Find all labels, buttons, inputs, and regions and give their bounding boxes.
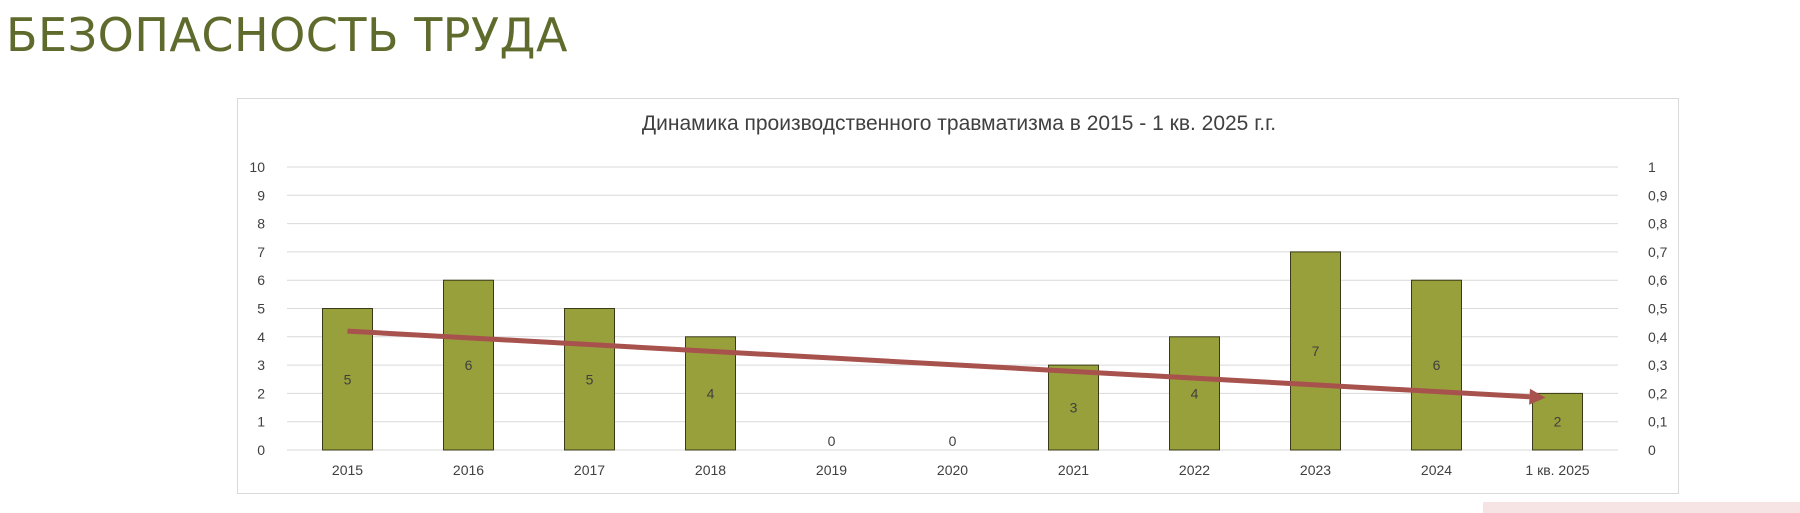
y-axis-right: 0 0,1 0,2 0,3 0,4 0,5 0,6 0,7 0,8 0,9 1 <box>1648 159 1668 458</box>
x-axis: 2015 2016 2017 2018 2019 2020 2021 2022 2023 2024… <box>332 462 1590 478</box>
chart-frame: Динамика производственного травматизма в… <box>237 98 1679 494</box>
data-labels: 5 6 5 4 0 0 3 4 7 6 2 <box>344 343 1562 449</box>
bar <box>1169 336 1220 451</box>
x-tick-label: 2017 <box>574 462 605 478</box>
y2-tick-label: 0,5 <box>1648 301 1668 317</box>
bar <box>443 279 494 451</box>
y-tick-label: 5 <box>257 301 265 317</box>
x-tick-label: 1 кв. 2025 <box>1525 462 1589 478</box>
data-label: 6 <box>1433 357 1441 373</box>
data-label: 4 <box>1191 385 1199 401</box>
y2-tick-label: 0,9 <box>1648 187 1668 203</box>
data-label: 6 <box>465 357 473 373</box>
x-tick-label: 2021 <box>1058 462 1089 478</box>
bar <box>1532 392 1583 451</box>
y-tick-label: 7 <box>257 244 265 260</box>
gridlines <box>287 166 1618 451</box>
data-label: 0 <box>828 433 836 449</box>
trend-arrow-head <box>1529 388 1546 405</box>
data-label: 2 <box>1554 414 1562 430</box>
y2-tick-label: 0,8 <box>1648 216 1668 232</box>
y-tick-label: 4 <box>257 329 265 345</box>
y-tick-label: 3 <box>257 357 265 373</box>
x-tick-label: 2022 <box>1179 462 1210 478</box>
y2-tick-label: 1 <box>1648 159 1656 175</box>
y2-tick-label: 0,7 <box>1648 244 1668 260</box>
data-label: 5 <box>586 371 594 387</box>
data-label: 0 <box>949 433 957 449</box>
y2-tick-label: 0,4 <box>1648 329 1668 345</box>
y2-tick-label: 0,1 <box>1648 414 1668 430</box>
bar <box>1411 279 1462 451</box>
y-tick-label: 0 <box>257 442 265 458</box>
x-tick-label: 2023 <box>1300 462 1331 478</box>
y2-tick-label: 0,3 <box>1648 357 1668 373</box>
injury-dynamics-chart: Динамика производственного травматизма в… <box>249 112 1668 478</box>
y-tick-label: 8 <box>257 216 265 232</box>
data-label: 3 <box>1070 400 1078 416</box>
y-tick-label: 9 <box>257 187 265 203</box>
trend-line <box>347 328 1546 405</box>
bar <box>1290 251 1341 451</box>
trend-arrow-line <box>347 328 1530 400</box>
data-label: 4 <box>707 385 715 401</box>
y-tick-label: 6 <box>257 272 265 288</box>
x-tick-label: 2018 <box>695 462 726 478</box>
y-tick-label: 2 <box>257 385 265 401</box>
x-tick-label: 2019 <box>816 462 847 478</box>
bar <box>564 308 615 451</box>
chart-title: Динамика производственного травматизма в… <box>642 112 1276 135</box>
y2-tick-label: 0 <box>1648 442 1656 458</box>
y-tick-label: 1 <box>257 414 265 430</box>
y2-tick-label: 0,2 <box>1648 385 1668 401</box>
page-title: БЕЗОПАСНОСТЬ ТРУДА <box>6 8 568 62</box>
x-tick-label: 2015 <box>332 462 363 478</box>
x-tick-label: 2020 <box>937 462 968 478</box>
bar <box>685 336 736 451</box>
corner-decoration <box>1483 502 1800 513</box>
y-tick-label: 10 <box>249 159 265 175</box>
y2-tick-label: 0,6 <box>1648 272 1668 288</box>
bar <box>1048 364 1099 451</box>
data-label: 5 <box>344 371 352 387</box>
data-label: 7 <box>1312 343 1320 359</box>
x-tick-label: 2016 <box>453 462 484 478</box>
bars <box>322 251 1583 451</box>
x-tick-label: 2024 <box>1421 462 1452 478</box>
y-axis-left: 0 1 2 3 4 5 6 7 8 9 10 <box>249 159 265 458</box>
